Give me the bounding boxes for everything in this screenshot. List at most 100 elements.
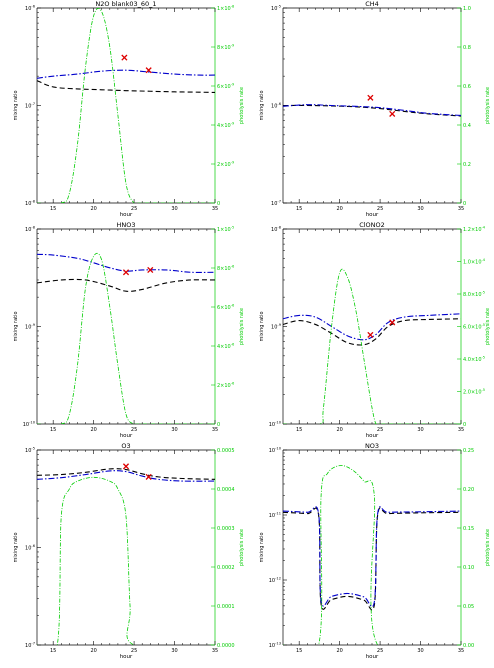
y2-tick-label: 1×10-5 <box>217 226 234 234</box>
series-line-dashdot-green <box>37 476 215 645</box>
panel-title: ClONO2 <box>359 221 385 229</box>
y-tick-label: 10-7 <box>25 642 35 650</box>
y2-tick-label: 0.10 <box>463 565 474 571</box>
series-line-dashdot-green <box>37 252 215 424</box>
observation-marker <box>121 54 128 61</box>
y-tick-label: 10-9 <box>271 323 282 331</box>
y-tick-label: 10-10 <box>269 447 282 455</box>
y-axis-label: mixing ratio <box>13 532 19 562</box>
x-tick-label: 25 <box>131 648 137 654</box>
y2-tick-label: 0.25 <box>463 448 474 454</box>
series-line-dash-black <box>283 507 461 611</box>
panel-title: N2O blank03_60_1 <box>95 0 156 8</box>
y2-tick-label: 4×10-6 <box>217 343 235 351</box>
x-tick-label: 25 <box>377 427 383 433</box>
y2-axis-label: photolysis rate <box>239 529 245 566</box>
series-line-dashdot-blue <box>283 104 461 117</box>
y-axis-label: mixing ratio <box>259 532 265 562</box>
y2-tick-label: 0.0000 <box>217 643 235 649</box>
x-tick-label: 30 <box>417 648 423 654</box>
y2-tick-label: 0.20 <box>463 487 474 493</box>
x-tick-label: 15 <box>296 648 302 654</box>
x-axis-label: hour <box>120 433 133 439</box>
panel-title: NO3 <box>365 442 379 450</box>
y2-tick-label: 0.05 <box>463 604 474 610</box>
y2-tick-label: 1.2×10-4 <box>463 226 486 234</box>
y-tick-label: 10-6 <box>25 544 36 552</box>
y-tick-label: 10-5 <box>271 5 281 13</box>
y2-tick-label: 0 <box>217 201 220 207</box>
y-tick-label: 10-13 <box>269 642 281 650</box>
x-tick-label: 20 <box>90 206 96 212</box>
x-tick-label: 20 <box>90 648 96 654</box>
y-tick-label: 10-9 <box>25 323 36 331</box>
panel-4: ClONO2 15 20 25 30 35 hour 10-10 10-9 10-8 mixing … <box>259 221 491 439</box>
x-tick-label: 30 <box>171 206 177 212</box>
y2-tick-label: 0.0003 <box>217 526 235 532</box>
y-tick-label: 10-11 <box>269 512 281 520</box>
panel-5: O3 15 20 25 30 35 hour 10-7 10-6 10-5 mixing ratio… <box>13 442 245 660</box>
y-tick-label: 10-10 <box>23 421 36 429</box>
x-axis-label: hour <box>366 654 379 660</box>
y-tick-label: 10-12 <box>269 577 281 585</box>
y2-tick-label: 0.4 <box>463 123 471 129</box>
x-tick-label: 35 <box>212 427 218 433</box>
y2-tick-label: 0.0005 <box>217 448 235 454</box>
series-line-dashdot-blue <box>283 313 461 341</box>
x-tick-label: 15 <box>296 206 302 212</box>
series-line-dashdot-blue <box>37 253 215 273</box>
x-tick-label: 35 <box>458 206 464 212</box>
series-line-dashdot-green <box>283 465 461 645</box>
y2-tick-label: 8.0×10-5 <box>463 291 485 299</box>
series-line-dashdot-blue <box>283 506 461 608</box>
observation-marker <box>389 110 396 117</box>
x-tick-label: 20 <box>336 206 342 212</box>
y2-tick-label: 2×10-6 <box>217 382 235 390</box>
x-tick-label: 15 <box>50 648 56 654</box>
x-tick-label: 35 <box>458 648 464 654</box>
x-tick-label: 35 <box>212 648 218 654</box>
series-line-dash-black <box>37 278 215 292</box>
y-tick-label: 10-6 <box>271 102 282 110</box>
x-tick-label: 30 <box>171 648 177 654</box>
y2-tick-label: 0.6 <box>463 84 471 90</box>
x-axis-label: hour <box>366 212 379 218</box>
series-line-dash-black <box>37 468 215 480</box>
y2-tick-label: 0.8 <box>463 45 471 51</box>
y2-axis-label: photolysis rate <box>239 87 245 124</box>
x-tick-label: 25 <box>377 206 383 212</box>
panel-3: HNO3 15 20 25 30 35 hour 10-10 10-9 10-8 mixing ra… <box>13 221 245 439</box>
y2-tick-label: 0.0001 <box>217 604 235 610</box>
series-line-dash-black <box>283 318 461 346</box>
y-tick-label: 10-10 <box>269 421 282 429</box>
x-axis-label: hour <box>120 654 133 660</box>
x-tick-label: 35 <box>458 427 464 433</box>
x-tick-label: 20 <box>336 427 342 433</box>
y-tick-label: 10-8 <box>271 226 282 234</box>
y2-tick-label: 0.00 <box>463 643 474 649</box>
y-axis-label: mixing ratio <box>13 311 19 341</box>
series-line-dashdot-green <box>283 268 461 424</box>
x-tick-label: 15 <box>50 427 56 433</box>
y-axis-label: mixing ratio <box>259 311 265 341</box>
panel-6: NO3 15 20 25 30 35 hour 10-13 10-12 10-11 10-10 mix… <box>259 442 491 660</box>
panel-title: HNO3 <box>116 221 135 229</box>
y-tick-label: 10-7 <box>25 102 35 110</box>
y-axis-label: mixing ratio <box>259 90 265 120</box>
panel-2: CH4 15 20 25 30 35 hour 10-7 10-6 10-5 mixing rati… <box>259 0 491 218</box>
y-tick-label: 10-8 <box>25 226 36 234</box>
x-axis-label: hour <box>366 433 379 439</box>
y2-tick-label: 6×10-9 <box>217 83 235 91</box>
x-tick-label: 15 <box>50 206 56 212</box>
y2-tick-label: 2.0×10-5 <box>463 388 485 396</box>
x-tick-label: 20 <box>90 427 96 433</box>
x-tick-label: 25 <box>131 427 137 433</box>
y2-tick-label: 0 <box>463 422 466 428</box>
y-tick-label: 10-5 <box>25 447 35 455</box>
series-line-dash-black <box>37 80 215 94</box>
x-tick-label: 25 <box>131 206 137 212</box>
x-tick-label: 30 <box>417 427 423 433</box>
x-tick-label: 15 <box>296 427 302 433</box>
y2-tick-label: 1.0×10-4 <box>463 258 486 266</box>
